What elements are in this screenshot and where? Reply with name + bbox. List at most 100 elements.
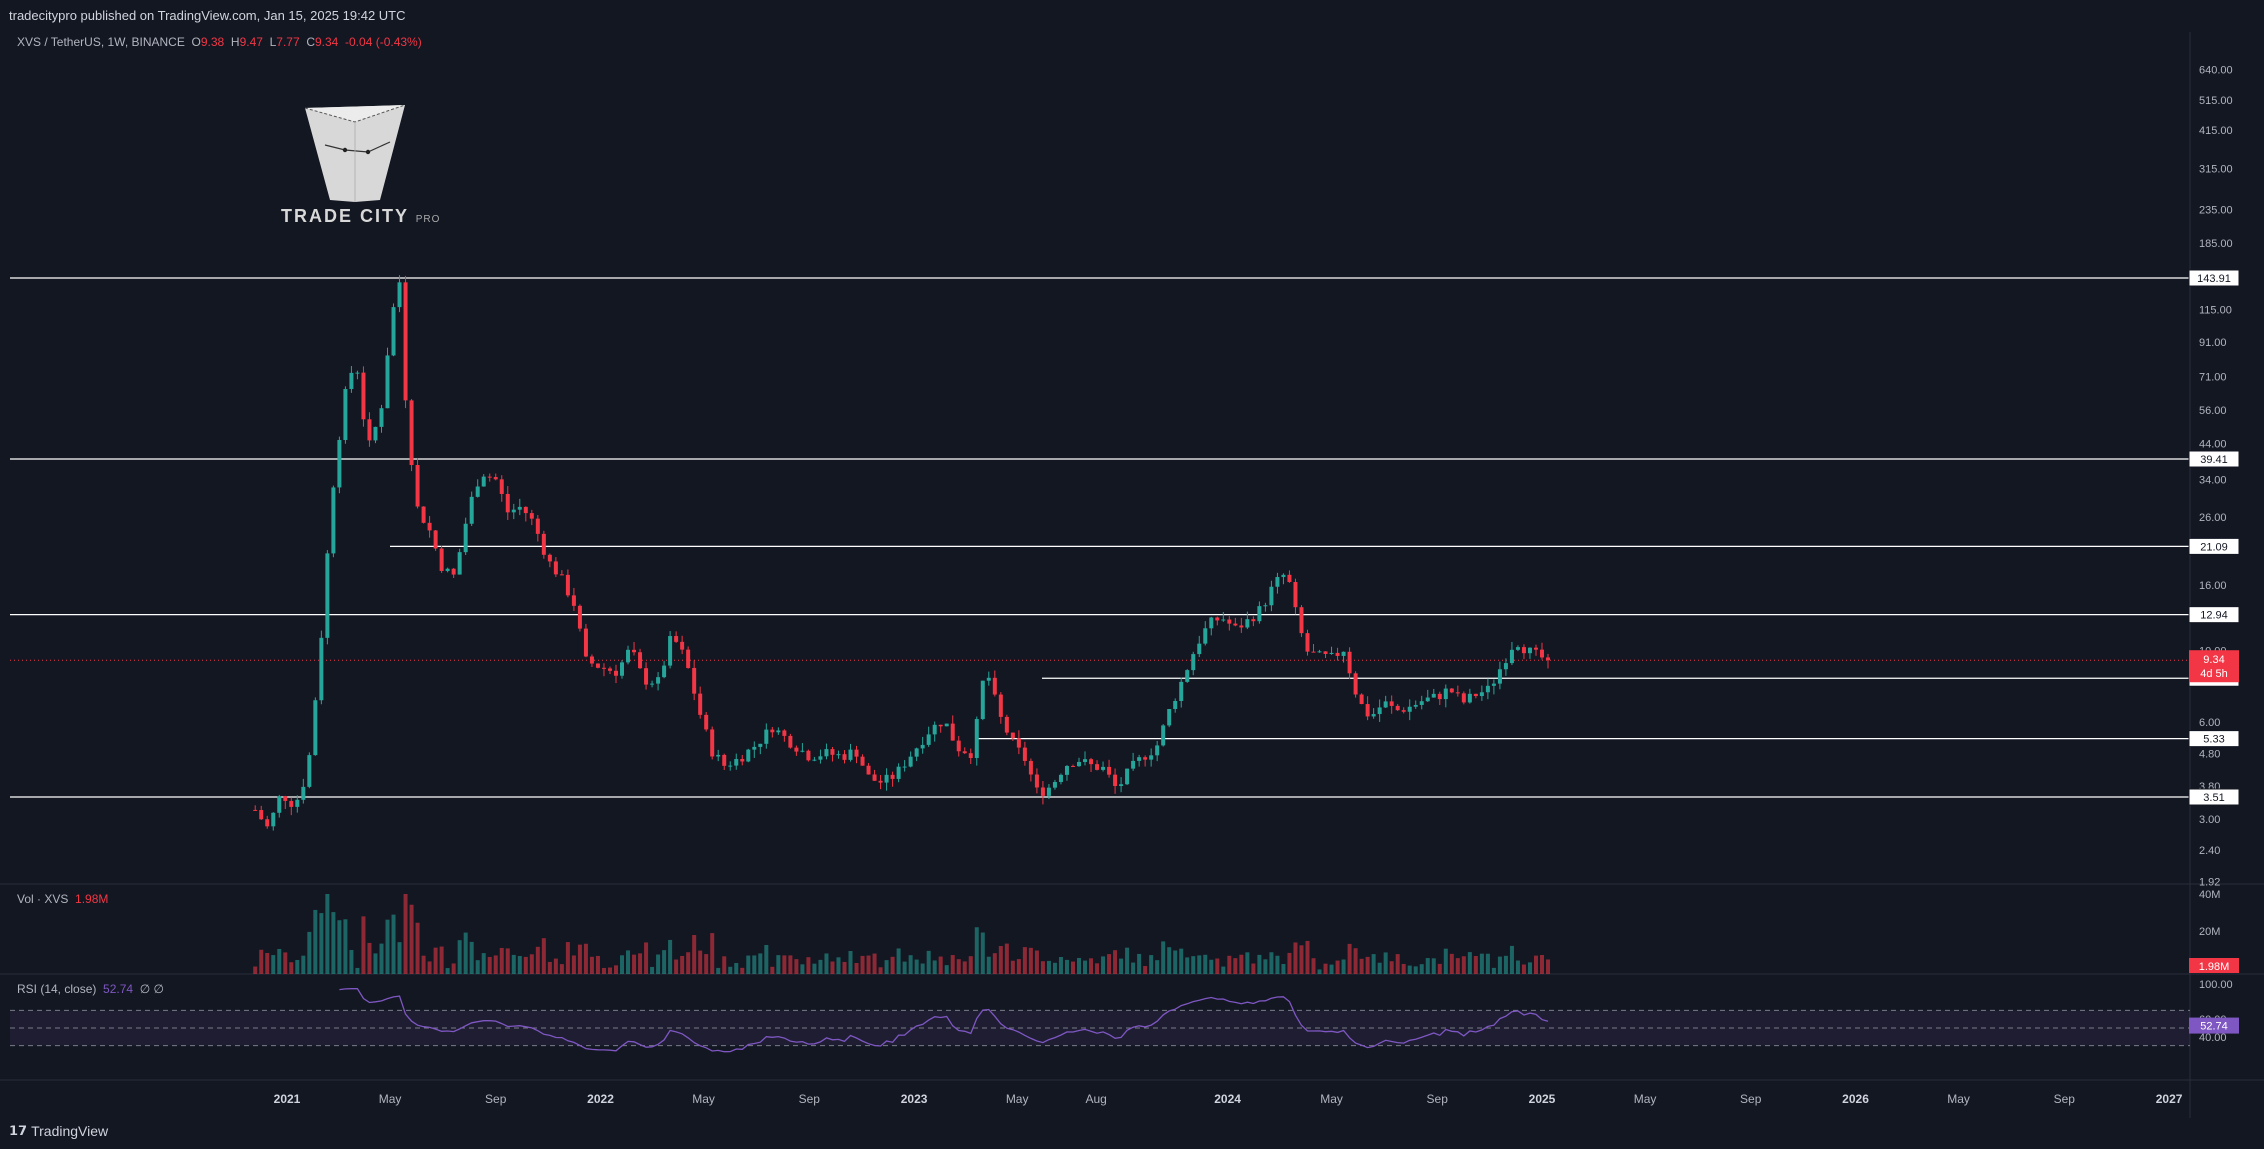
candle-body xyxy=(1221,619,1226,621)
volume-bar xyxy=(289,962,294,974)
candle-body xyxy=(1197,643,1202,655)
volume-bars xyxy=(253,894,1551,974)
candle-body xyxy=(271,812,276,827)
candle-body xyxy=(1461,693,1466,703)
candle-body xyxy=(1083,759,1088,762)
volume-bar xyxy=(1437,963,1442,974)
candle-body xyxy=(926,734,931,745)
tradingview-icon: 𝟭𝟳 xyxy=(9,1123,28,1138)
candle-body xyxy=(379,408,384,427)
volume-legend[interactable]: Vol · XVS 1.98M xyxy=(17,892,108,906)
candle-body xyxy=(571,595,576,606)
tradingview-brand[interactable]: 𝟭𝟳 TradingView xyxy=(9,1123,108,1139)
candle-body xyxy=(607,668,612,671)
candle-body xyxy=(1485,685,1490,693)
candle-body xyxy=(463,523,468,553)
candle-body xyxy=(884,774,889,783)
volume-bar xyxy=(758,953,763,974)
volume-bar xyxy=(589,956,594,974)
volume-bar xyxy=(607,967,612,974)
candle-body xyxy=(626,649,631,663)
volume-bar xyxy=(409,904,414,974)
candle-body xyxy=(1245,619,1250,628)
candle-body xyxy=(343,389,348,441)
volume-bar xyxy=(349,949,354,974)
volume-bar xyxy=(1137,953,1142,974)
volume-bar xyxy=(1546,959,1551,974)
volume-bar xyxy=(812,963,817,974)
logo-name: TRADE CITY xyxy=(281,206,409,226)
rsi-value: 52.74 xyxy=(103,982,134,996)
volume-bar xyxy=(313,909,318,974)
candle-body xyxy=(361,372,366,420)
candle-body xyxy=(481,476,486,487)
candle-body xyxy=(1179,681,1184,701)
volume-bar xyxy=(1461,956,1466,974)
volume-bar xyxy=(908,955,913,974)
volume-bar xyxy=(1215,958,1220,974)
candle-body xyxy=(1335,652,1340,656)
volume-bar xyxy=(1245,952,1250,974)
volume-bar xyxy=(716,967,721,974)
candle-body xyxy=(950,723,955,741)
symbol-legend[interactable]: XVS / TetherUS, 1W, BINANCE O9.38 H9.47 … xyxy=(17,35,422,49)
candle-body xyxy=(1533,647,1538,650)
volume-bar xyxy=(1305,940,1310,974)
volume-bar xyxy=(848,950,853,974)
volume-bar xyxy=(860,955,865,974)
level-label: 3.51 xyxy=(2203,792,2224,804)
price-axis-label: 2.40 xyxy=(2199,845,2220,857)
candle-body xyxy=(1341,651,1346,656)
candle-body xyxy=(1407,706,1412,712)
candle-body xyxy=(1293,582,1298,608)
candles xyxy=(253,275,1551,831)
low-label: L xyxy=(269,35,277,49)
candle-body xyxy=(325,553,330,638)
volume-bar xyxy=(986,956,991,974)
volume-bar xyxy=(896,948,901,974)
candle-body xyxy=(1203,628,1208,644)
candle-body xyxy=(1287,574,1292,583)
volume-bar xyxy=(271,955,276,974)
volume-bar xyxy=(1407,965,1412,974)
candle-body xyxy=(529,513,534,519)
volume-bar xyxy=(992,953,997,974)
countdown-label: 4d 5h xyxy=(2200,668,2228,680)
volume-bar xyxy=(565,942,570,974)
price-axis-label: 185.00 xyxy=(2199,238,2233,250)
candle-body xyxy=(559,574,564,576)
volume-bar xyxy=(547,961,552,974)
volume-bar xyxy=(331,912,336,974)
candle-body xyxy=(980,680,985,720)
price-axis-label: 6.00 xyxy=(2199,717,2220,729)
symbol-name[interactable]: XVS / TetherUS, 1W, BINANCE xyxy=(17,35,185,49)
volume-bar xyxy=(1263,959,1268,974)
candle-body xyxy=(475,486,480,497)
volume-bar xyxy=(355,967,360,974)
volume-bar xyxy=(1016,959,1021,974)
volume-bar xyxy=(980,932,985,974)
volume-bar xyxy=(439,946,444,974)
candle-body xyxy=(932,724,937,735)
trade-city-logo xyxy=(280,100,430,230)
volume-bar xyxy=(361,916,366,974)
volume-bar xyxy=(878,967,883,974)
volume-bar xyxy=(680,955,685,974)
candle-body xyxy=(1455,692,1460,694)
price-axis-label: 71.00 xyxy=(2199,372,2227,384)
candle-body xyxy=(1311,651,1316,653)
volume-bar xyxy=(1293,942,1298,974)
candle-body xyxy=(1058,774,1063,783)
candle-body xyxy=(812,759,817,761)
candle-body xyxy=(1546,657,1551,661)
volume-bar xyxy=(1365,956,1370,974)
logo-graphic xyxy=(304,104,406,202)
candle-body xyxy=(896,766,901,779)
candle-body xyxy=(1377,707,1382,715)
time-axis-label: 2027 xyxy=(2156,1092,2183,1106)
volume-bar xyxy=(1515,960,1520,974)
price-axis-label: 235.00 xyxy=(2199,204,2233,216)
volume-last-label: 1.98M xyxy=(2199,961,2230,973)
rsi-legend[interactable]: RSI (14, close) 52.74 ∅ ∅ xyxy=(17,982,164,996)
